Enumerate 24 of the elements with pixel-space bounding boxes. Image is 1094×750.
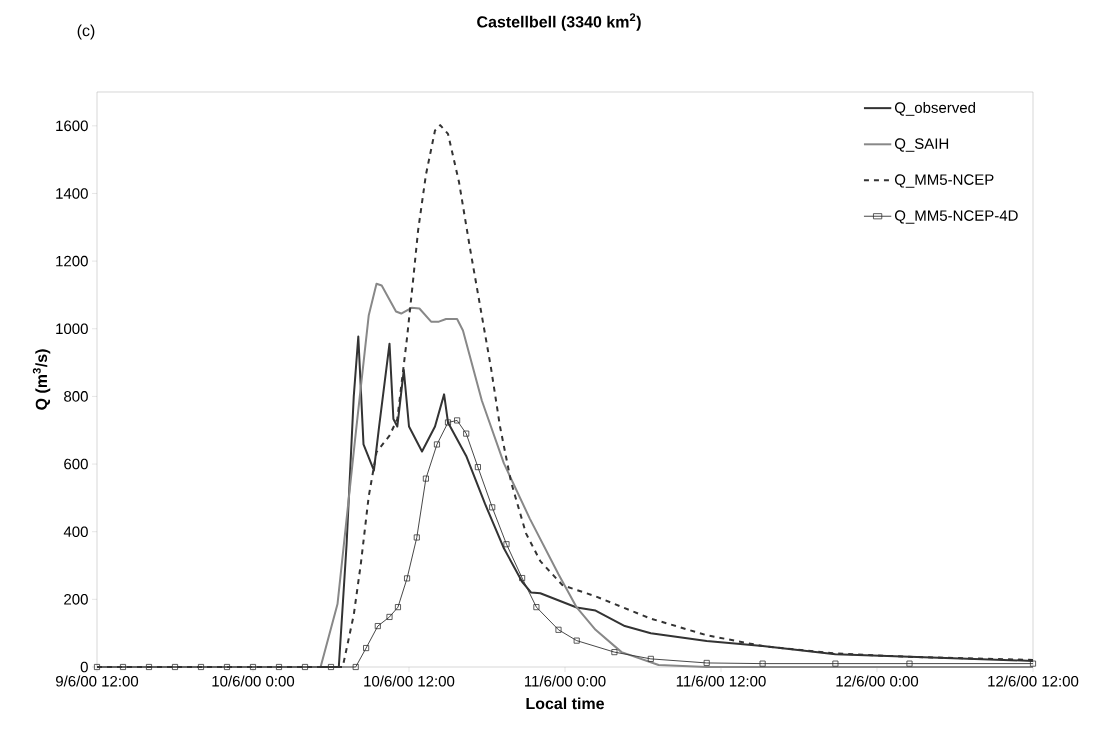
legend-label: Q_observed xyxy=(894,101,975,116)
x-axis-title: Local time xyxy=(526,697,604,710)
x-tick-label: 11/6/00 12:00 xyxy=(676,675,766,687)
y-tick-label: 1400 xyxy=(56,188,88,199)
y-tick-label: 600 xyxy=(64,458,88,470)
y-tick-label: 800 xyxy=(64,391,88,402)
y-tick-label: 0 xyxy=(80,661,88,673)
y-tick-label: 1600 xyxy=(56,120,88,132)
x-tick-label: 11/6/00 0:00 xyxy=(525,675,606,687)
legend-label: Q_SAIH xyxy=(894,138,949,152)
y-tick-label: 1200 xyxy=(56,255,88,267)
y-tick-label: 400 xyxy=(63,526,88,538)
legend-label: Q_MM5-NCEP-4D xyxy=(894,210,1018,224)
y-tick-label: 200 xyxy=(64,594,88,605)
x-tick-label: 12/6/00 0:00 xyxy=(836,675,919,687)
y-axis-title: Q (m$^{3}$/s) xyxy=(32,349,51,410)
legend-label: Q_MM5-NCEP xyxy=(894,174,994,188)
x-tick-label: 9/6/00 12:00 xyxy=(56,675,139,687)
x-tick-label: 10/6/00 12:00 xyxy=(364,675,455,687)
text: (c) xyxy=(77,24,95,40)
x-tick-label: 12/6/00 12:00 xyxy=(988,675,1079,687)
chart-title: Castellbell (3340 km$^{2}$) xyxy=(477,13,641,31)
x-tick-label: 10/6/00 0:00 xyxy=(212,675,295,687)
y-tick-label: 1000 xyxy=(56,323,88,335)
